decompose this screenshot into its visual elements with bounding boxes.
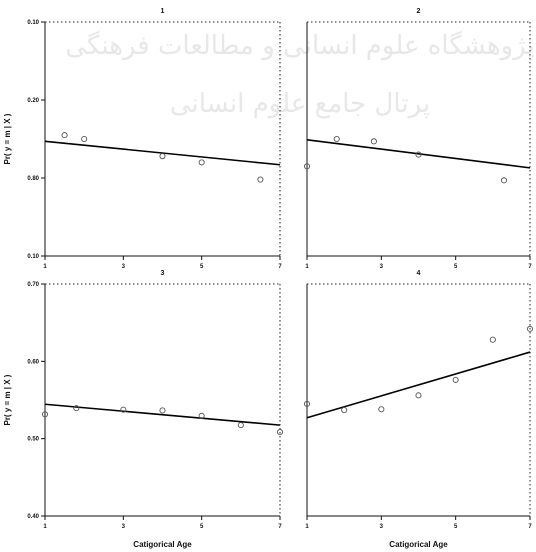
data-point — [303, 163, 311, 170]
watermark: پژوهشگاه علوم انسانی و مطالعات فرهنگی پر… — [65, 30, 534, 119]
data-point — [257, 176, 264, 183]
x-tick-label: 7 — [528, 264, 532, 270]
data-point — [198, 412, 205, 419]
data-point — [452, 376, 459, 383]
trend-line — [44, 140, 281, 166]
panel-3: 3 1 3 5 7 0.70 0.60 0.50 0.40 Pr( y = m | X ) Cati… — [3, 270, 284, 549]
panel-title: 3 — [161, 270, 165, 277]
x-axis-label: Catigorical Age — [133, 540, 192, 549]
y-tick-label: 0.10 — [27, 20, 39, 26]
data-point — [41, 411, 49, 418]
data-point — [526, 325, 534, 332]
panel-title: 4 — [417, 270, 421, 277]
y-axis-label: Pr( y = m | X ) — [3, 374, 12, 425]
data-point — [333, 135, 340, 143]
data-point — [198, 159, 205, 166]
x-tick-label: 3 — [122, 524, 126, 530]
data-point — [370, 138, 377, 145]
y-tick-label: 0.20 — [27, 98, 39, 104]
y-axis-label: Pr( y = m | X ) — [3, 113, 12, 164]
data-point — [73, 405, 80, 412]
data-point — [415, 392, 422, 399]
x-tick-label: 1 — [43, 524, 47, 530]
y-tick-label: 0.60 — [27, 359, 39, 365]
y-tick-label: 0.80 — [27, 176, 39, 182]
panel-title: 2 — [417, 8, 421, 15]
x-tick-label: 5 — [454, 524, 458, 530]
y-tick-label: 0.70 — [27, 282, 39, 288]
data-point — [378, 406, 385, 413]
panel-1: 1 1 3 5 7 0.10 0.20 0.80 0.10 Pr( y = m | X ) — [3, 8, 282, 270]
panel-title: 1 — [161, 8, 165, 15]
data-point — [276, 429, 284, 436]
x-tick-label: 7 — [528, 524, 532, 530]
data-point — [500, 177, 508, 184]
data-point — [81, 135, 88, 143]
x-axis-label: Catigorical Age — [389, 540, 448, 549]
trend-line — [306, 138, 531, 169]
watermark-line-2: پرتال جامع علوم انسانی — [170, 89, 430, 119]
y-tick-label: 0.50 — [27, 437, 39, 443]
data-point — [159, 407, 166, 414]
data-point — [415, 151, 422, 158]
x-tick-label: 1 — [305, 264, 309, 270]
x-tick-label: 1 — [43, 264, 47, 270]
trend-line — [44, 403, 281, 426]
y-tick-label: 0.40 — [27, 514, 39, 520]
watermark-line-1: پژوهشگاه علوم انسانی و مطالعات فرهنگی — [65, 30, 534, 61]
data-point — [159, 153, 166, 160]
x-tick-label: 1 — [305, 524, 309, 530]
x-tick-label: 3 — [122, 264, 126, 270]
x-tick-label: 7 — [278, 524, 282, 530]
x-tick-label: 5 — [454, 264, 458, 270]
panels-layer: 1 1 3 5 7 0.10 0.20 0.80 0.10 Pr( y = m | X ) 2 1 3 5… — [3, 8, 534, 549]
data-point — [341, 407, 348, 414]
panel-4: 4 1 3 5 7 Catigorical Age — [303, 270, 534, 549]
x-tick-label: 5 — [200, 264, 204, 270]
x-tick-label: 7 — [278, 264, 282, 270]
data-point — [237, 422, 244, 429]
x-tick-label: 3 — [380, 264, 384, 270]
panel-2: 2 1 3 5 7 — [303, 8, 532, 270]
x-tick-label: 5 — [200, 524, 204, 530]
data-point — [303, 400, 311, 407]
data-point — [489, 336, 496, 343]
x-tick-label: 3 — [380, 524, 384, 530]
y-tick-label: 0.10 — [27, 254, 39, 260]
data-point — [120, 406, 127, 413]
trend-line — [306, 351, 531, 419]
data-point — [61, 132, 68, 139]
